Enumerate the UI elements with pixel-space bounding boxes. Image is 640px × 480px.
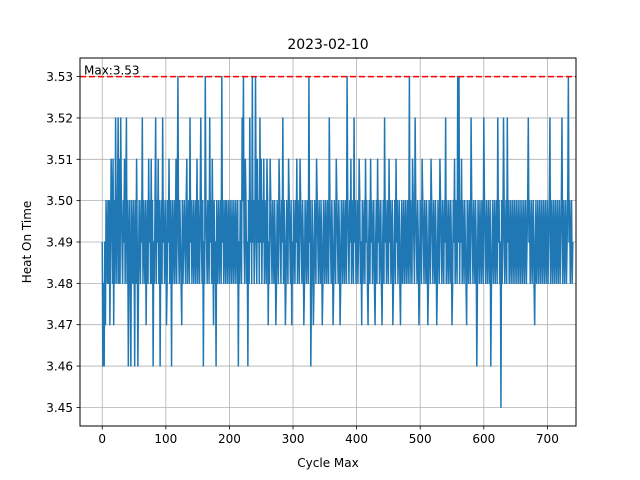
x-axis-ticks: 0 100 200 300 400 500 600 700 (98, 426, 559, 446)
y-tick-label: 3.53 (46, 70, 73, 84)
y-tick-label: 3.50 (46, 194, 73, 208)
x-axis-label: Cycle Max (297, 456, 358, 470)
x-tick-label: 600 (472, 432, 495, 446)
x-tick-label: 700 (536, 432, 559, 446)
y-tick-label: 3.45 (46, 401, 73, 415)
y-tick-label: 3.52 (46, 111, 73, 125)
x-tick-label: 200 (218, 432, 241, 446)
y-axis-ticks: 3.45 3.46 3.47 3.48 3.49 3.50 3.51 3.52 3.53 (46, 70, 80, 415)
x-tick-label: 400 (345, 432, 368, 446)
max-label: Max:3.53 (84, 64, 140, 78)
series-line (101, 75, 574, 409)
y-tick-label: 3.51 (46, 153, 73, 167)
series-layer (101, 75, 574, 409)
y-tick-label: 3.49 (46, 236, 73, 250)
y-tick-label: 3.48 (46, 277, 73, 291)
y-tick-label: 3.47 (46, 318, 73, 332)
max-layer: Max:3.53 (80, 64, 576, 78)
x-tick-label: 0 (98, 432, 106, 446)
y-axis-label: Heat On Time (20, 201, 34, 284)
x-tick-label: 300 (282, 432, 305, 446)
x-tick-label: 100 (154, 432, 177, 446)
x-tick-label: 500 (409, 432, 432, 446)
chart-title: 2023-02-10 (287, 37, 368, 53)
y-tick-label: 3.46 (46, 360, 73, 374)
